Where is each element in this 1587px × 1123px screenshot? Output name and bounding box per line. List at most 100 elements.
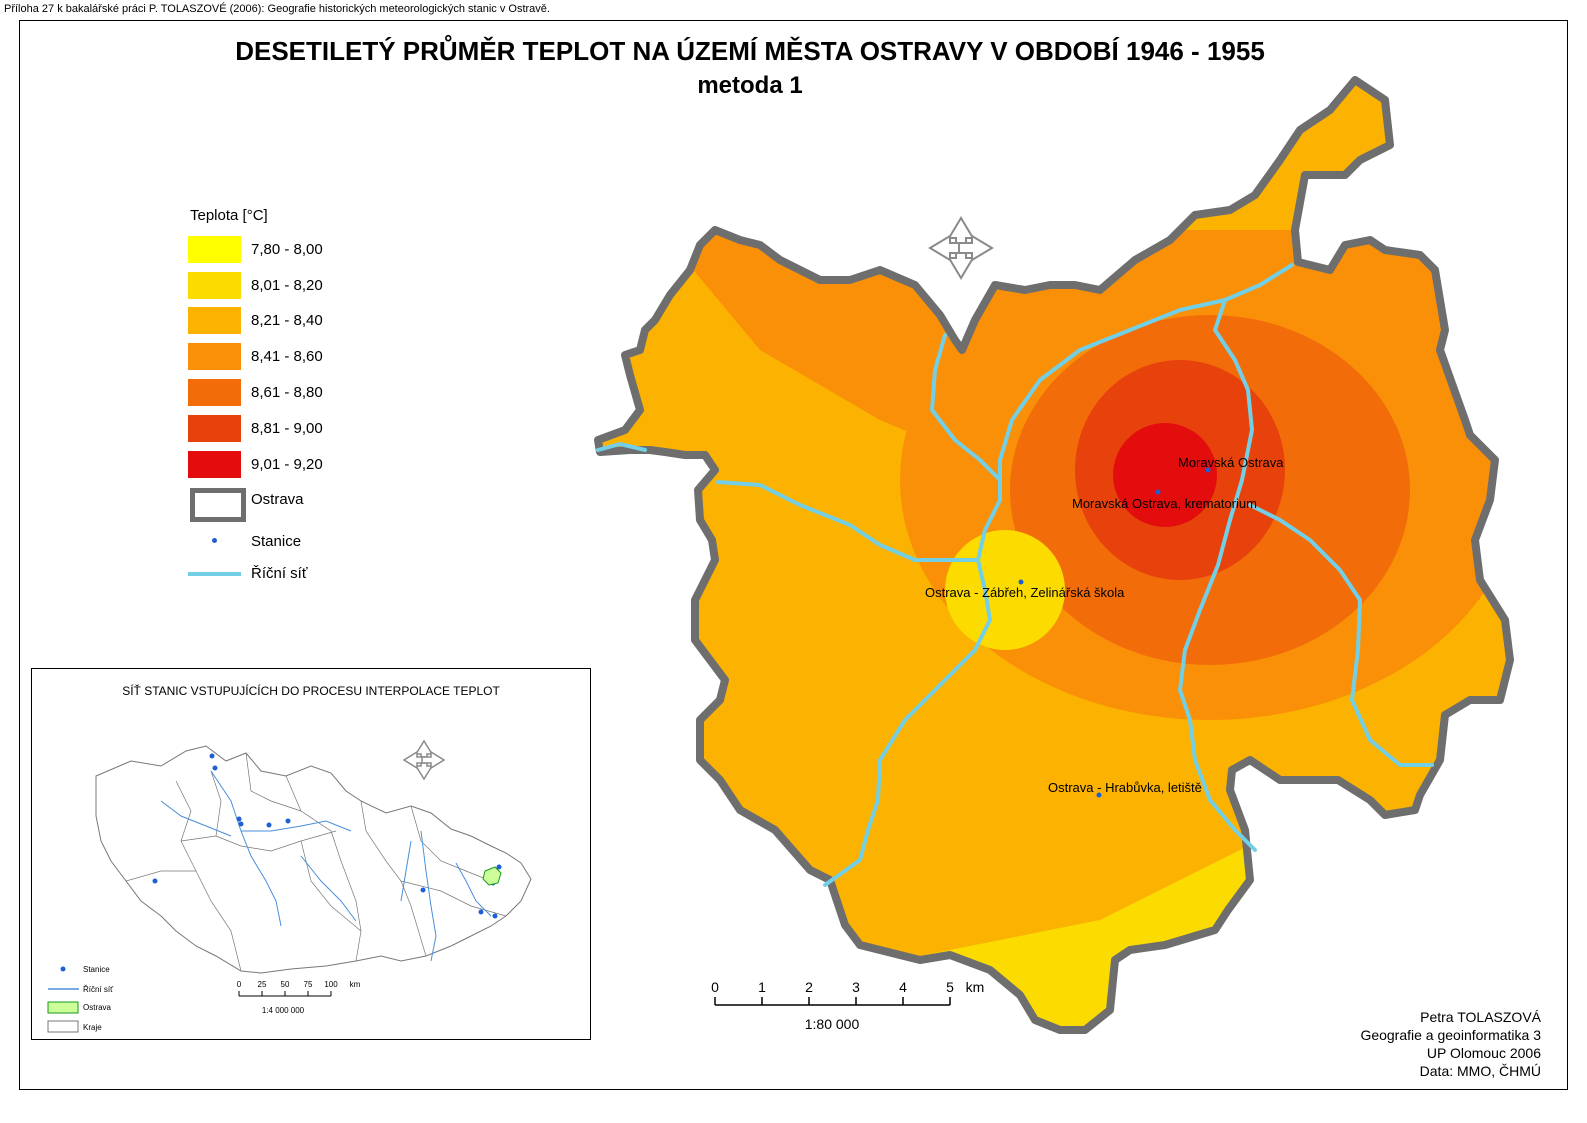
inset-legend-label: Stanice [83,965,110,974]
legend-label: 8,01 - 8,20 [251,277,323,294]
station-dot[interactable] [1155,489,1161,495]
inset-legend-label: Říční síť [83,985,114,994]
legend-label: Říční síť [251,565,308,582]
inset-legend-regions-swatch [47,1020,79,1033]
inset-station-dot [152,878,158,884]
inset-station-dot [266,822,272,828]
map-subtitle: metoda 1 [697,72,803,99]
legend-class-2: 8,01 - 8,20 [188,272,388,300]
inset-north-arrow-icon [402,739,446,781]
legend-title: Teplota [°C] [190,207,268,224]
inset-czech-map: Stanice Říční síť Ostrava Kraje 0 25 50 … [47,739,532,1033]
inset-station-dot [209,753,215,759]
credits: Petra TOLASZOVÁ Geografie a geoinformati… [1360,1008,1541,1080]
zone-9-01-9-20 [1113,423,1217,527]
inset-station-dot [478,909,484,915]
legend-label: 9,01 - 9,20 [251,456,323,473]
scale-ratio: 1:80 000 [805,1016,860,1032]
scale-bar-labels: 0 1 2 3 4 5 km 1:80 000 [711,979,984,1032]
legend-label: 8,81 - 9,00 [251,420,323,437]
station-label: Moravská Ostrava, krematorium [1072,496,1257,511]
legend-label: 8,21 - 8,40 [251,312,323,329]
station-dot[interactable] [1205,467,1211,473]
scale-unit: km [966,979,985,995]
legend-label: 8,61 - 8,80 [251,384,323,401]
river-network [596,263,1434,887]
river-line-icon [188,572,241,576]
city-boundary [594,76,1514,1034]
inset-station-dot [238,821,244,827]
legend-class-5: 8,61 - 8,80 [188,379,388,407]
legend-label: 8,41 - 8,60 [251,348,323,365]
inset-title: SÍŤ STANIC VSTUPUJÍCÍCH DO PROCESU INTER… [122,684,500,698]
legend-class-3: 8,21 - 8,40 [188,307,388,335]
inset-scale-tick: 50 [281,980,290,989]
station-dot[interactable] [1096,792,1102,798]
station-label: Ostrava - Hrabůvka, letiště [1048,780,1202,795]
legend-class-6: 8,81 - 9,00 [188,415,388,443]
inset-legend-label: Ostrava [83,1003,112,1012]
legend-class-1: 7,80 - 8,00 [188,236,388,264]
station-label: Ostrava - Zábřeh, Zelinářská škola [925,585,1125,600]
temperature-zones [598,80,1510,1030]
inset-scale-tick: 0 [237,980,242,989]
inset-legend-ostrava-swatch [47,1001,79,1014]
legend-swatch [188,415,241,442]
river-opava [930,333,1002,482]
inset-ostrava-area [482,866,502,886]
legend-label: Ostrava [251,491,304,508]
river-lucina [1248,503,1434,767]
inset-scale-tick: 75 [304,980,313,989]
credit-university: UP Olomouc 2006 [1426,1045,1541,1061]
stations: Moravská Ostrava Moravská Ostrava, krema… [925,455,1284,798]
legend-label: 7,80 - 8,00 [251,241,323,258]
inset-station-dot [492,913,498,919]
station-dot[interactable] [1018,579,1024,585]
legend-swatch [188,272,241,299]
legend-swatch [188,307,241,334]
legend-stations: Stanice [188,528,388,556]
scale-tick-label: 3 [852,979,860,995]
river-ostravice [1178,298,1257,852]
inset-scale-tick: 100 [324,980,338,989]
inset-scale-unit: km [350,980,361,989]
legend-class-4: 8,41 - 8,60 [188,343,388,371]
credit-author: Petra TOLASZOVÁ [1420,1009,1541,1025]
inset-scale-ratio: 1:4 000 000 [262,1006,305,1015]
legend-label: Stanice [251,533,302,550]
credit-program: Geografie a geoinformatika 3 [1360,1027,1541,1043]
inset-region-boundaries [125,752,507,972]
inset-legend: Stanice Říční síť Ostrava Kraje [47,965,114,1033]
inset-station-dot [285,818,291,824]
credit-data-source: Data: MMO, ČHMÚ [1419,1063,1541,1079]
figure-caption: Příloha 27 k bakalářské práci P. TOLASZO… [4,3,550,15]
station-dot-icon [212,538,217,543]
legend-swatch [188,451,241,478]
river-porubka [716,480,980,562]
map-title: DESETILETÝ PRŮMĚR TEPLOT NA ÚZEMÍ MĚSTA … [235,36,1265,66]
czech-republic-outline [95,745,532,974]
scale-tick-label: 1 [758,979,766,995]
scale-tick-label: 0 [711,979,719,995]
inset-legend-station-icon [60,966,66,972]
inset-station-dot [212,765,218,771]
inset-scale-tick: 25 [258,980,267,989]
inset-legend-label: Kraje [83,1023,102,1032]
inset-scale-bar: 0 25 50 75 100 km 1:4 000 000 [237,980,361,1015]
station-label: Moravská Ostrava [1178,455,1284,470]
legend-boundary: Ostrava [188,486,388,522]
scale-tick-label: 4 [899,979,907,995]
legend-swatch [188,236,241,263]
legend-swatch [188,379,241,406]
legend-boundary-swatch [190,488,246,522]
scale-bar [714,997,951,1006]
legend-class-7: 9,01 - 9,20 [188,451,388,479]
inset-station-dot [420,887,426,893]
north-arrow-icon [928,216,994,280]
map-frame [19,20,1568,1090]
river-odra [823,263,1294,887]
scale-tick-label: 5 [946,979,954,995]
river-west-stream [596,442,647,452]
legend-rivers: Říční síť [188,560,388,588]
